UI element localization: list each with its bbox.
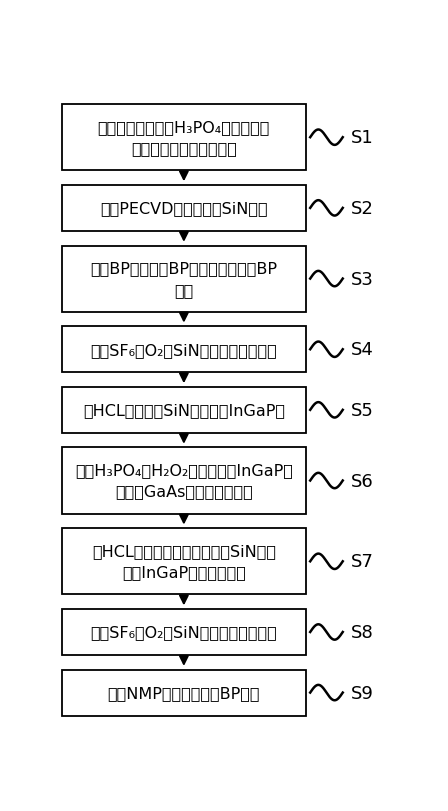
Text: S9: S9: [350, 684, 373, 702]
Text: 利用SF₆和O₂对SiN薄膜进行干法刻蚀: 利用SF₆和O₂对SiN薄膜进行干法刻蚀: [90, 342, 277, 358]
Text: 用HCL溶液腾蚀SiN薄膜下方InGaP层: 用HCL溶液腾蚀SiN薄膜下方InGaP层: [83, 403, 285, 418]
FancyBboxPatch shape: [62, 105, 306, 171]
Text: 用HCL溶液或者磷酸溶液完成SiN薄膜: 用HCL溶液或者磷酸溶液完成SiN薄膜: [92, 543, 276, 559]
Text: 利用BP光罩完成BP图形光刻，形成BP: 利用BP光罩完成BP图形光刻，形成BP: [90, 261, 277, 276]
Text: 通过PECVD的方式完成SiN沉积: 通过PECVD的方式完成SiN沉积: [100, 201, 268, 216]
Text: 掩膜: 掩膜: [174, 282, 194, 298]
FancyBboxPatch shape: [62, 327, 306, 373]
Text: S8: S8: [350, 623, 373, 642]
FancyBboxPatch shape: [62, 670, 306, 715]
Text: S1: S1: [350, 129, 373, 147]
Text: S4: S4: [350, 341, 373, 358]
Text: 利用NMP溶液湿法去除BP光阻: 利用NMP溶液湿法去除BP光阻: [108, 685, 260, 700]
Text: 法刻蚀，形成发射区台面: 法刻蚀，形成发射区台面: [131, 141, 237, 156]
FancyBboxPatch shape: [62, 529, 306, 594]
Text: S3: S3: [350, 270, 373, 288]
FancyBboxPatch shape: [62, 448, 306, 514]
Text: S2: S2: [350, 200, 373, 217]
Text: S7: S7: [350, 552, 373, 571]
Text: 下方的GaAs层进行湿法刻蚀: 下方的GaAs层进行湿法刻蚀: [115, 484, 253, 499]
Text: 下方InGaP层的湿法刻蚀: 下方InGaP层的湿法刻蚀: [122, 564, 246, 580]
Text: 利用SF₆和O₂对SiN薄膜进行干法刻蚀: 利用SF₆和O₂对SiN薄膜进行干法刻蚀: [90, 624, 277, 640]
FancyBboxPatch shape: [62, 388, 306, 433]
Text: 通过光刻以及通过H₃PO₄腾蚀进行湿: 通过光刻以及通过H₃PO₄腾蚀进行湿: [98, 120, 270, 135]
FancyBboxPatch shape: [62, 609, 306, 655]
Text: 利用H₃PO₄和H₂O₂混合溶液对InGaP层: 利用H₃PO₄和H₂O₂混合溶液对InGaP层: [75, 463, 293, 478]
FancyBboxPatch shape: [62, 186, 306, 231]
Text: S5: S5: [350, 401, 373, 419]
FancyBboxPatch shape: [62, 247, 306, 312]
Text: S6: S6: [350, 472, 373, 490]
